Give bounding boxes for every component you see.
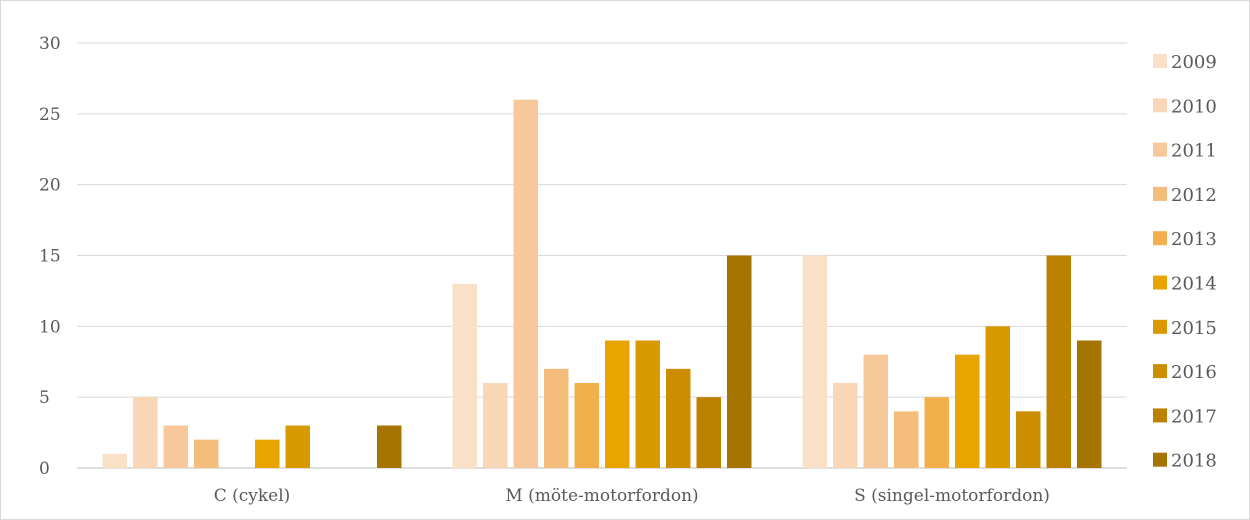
legend-label: 2009 [1171, 52, 1217, 73]
legend-label: 2011 [1171, 141, 1217, 162]
bar-2009-2 [802, 255, 827, 468]
bar-2018-1 [727, 255, 752, 468]
legend-swatch-2014 [1153, 275, 1167, 290]
bar-2010-1 [483, 383, 508, 468]
x-category-label: S (singel-motorfordon) [854, 486, 1050, 506]
y-tick-label: 15 [39, 247, 61, 267]
y-tick-label: 30 [39, 34, 61, 54]
legend-swatch-2010 [1153, 98, 1167, 113]
bar-2015-1 [635, 340, 660, 468]
legend-label: 2014 [1171, 274, 1217, 295]
y-tick-label: 20 [39, 176, 61, 196]
legend-label: 2018 [1171, 451, 1217, 472]
bar-2017-1 [696, 397, 721, 468]
bar-2015-0 [285, 425, 310, 468]
legend-swatch-2018 [1153, 452, 1167, 467]
bar-2009-0 [102, 453, 127, 468]
bar-2016-2 [1016, 411, 1041, 468]
legend-label: 2013 [1171, 229, 1217, 250]
bar-2018-0 [377, 425, 402, 468]
bar-2009-1 [452, 283, 477, 468]
bar-2014-2 [955, 354, 980, 468]
legend: 2009 2010 2011 2012 2013 2014 2015 2016 2017 2018 [1153, 52, 1217, 472]
legend-swatch-2017 [1153, 408, 1167, 423]
bar-2011-2 [863, 354, 888, 468]
bar-2010-0 [133, 397, 158, 468]
bar-2011-0 [163, 425, 188, 468]
bar-2014-1 [605, 340, 630, 468]
bar-2015-2 [985, 326, 1010, 468]
legend-swatch-2013 [1153, 231, 1167, 246]
y-tick-label: 25 [39, 105, 61, 125]
legend-swatch-2012 [1153, 186, 1167, 201]
bar-2017-2 [1046, 255, 1071, 468]
bar-2012-2 [894, 411, 919, 468]
bars [102, 99, 1102, 469]
bar-2016-1 [666, 368, 691, 468]
legend-label: 2012 [1171, 185, 1217, 206]
legend-swatch-2015 [1153, 319, 1167, 334]
gridlines [77, 42, 1127, 469]
x-category-label: M (möte-motorfordon) [505, 486, 698, 506]
legend-label: 2016 [1171, 362, 1217, 383]
y-axis: 0 5 10 15 20 25 30 [39, 34, 61, 479]
bar-2018-2 [1077, 340, 1102, 468]
bar-2012-0 [194, 439, 219, 468]
bar-2010-2 [833, 383, 858, 468]
legend-label: 2017 [1171, 406, 1217, 427]
bar-2012-1 [544, 368, 569, 468]
legend-label: 2015 [1171, 318, 1217, 339]
bar-2014-0 [255, 439, 280, 468]
bar-2013-2 [924, 397, 949, 468]
legend-swatch-2016 [1153, 364, 1167, 379]
y-tick-label: 10 [39, 317, 61, 337]
y-tick-label: 5 [39, 388, 50, 408]
bar-2011-1 [513, 99, 538, 469]
legend-label: 2010 [1171, 96, 1217, 117]
x-axis: C (cykel) M (möte-motorfordon) S (singel-m… [214, 486, 1050, 506]
x-category-label: C (cykel) [214, 486, 291, 506]
legend-swatch-2011 [1153, 142, 1167, 157]
bar-2013-1 [574, 383, 599, 468]
y-tick-label: 0 [39, 459, 50, 479]
legend-swatch-2009 [1153, 54, 1167, 68]
